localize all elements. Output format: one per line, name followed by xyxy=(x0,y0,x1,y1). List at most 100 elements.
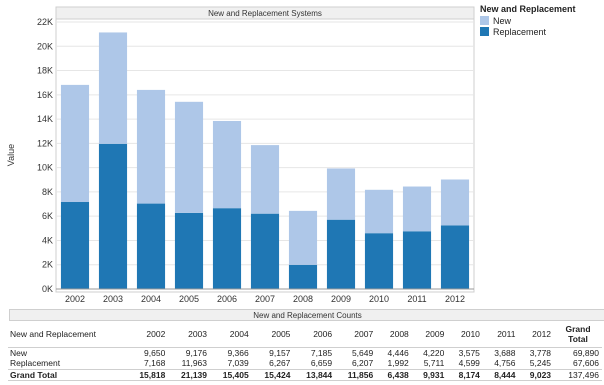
x-tick-label: 2002 xyxy=(65,294,85,304)
bar-replacement-2010[interactable] xyxy=(364,233,394,289)
y-axis: 0K 2K 4K 6K 8K 10K 12K 14K 16K 18K 20K 22K xyxy=(37,17,53,294)
table-cell: 5,649 xyxy=(351,347,374,358)
table-cell: 1,992 xyxy=(387,358,409,369)
bar-replacement-2011[interactable] xyxy=(402,231,432,289)
bar-new-2005[interactable] xyxy=(174,101,204,213)
table-cell: 4,599 xyxy=(458,358,480,369)
table-header-label: New and Replacement xyxy=(8,321,127,348)
x-tick-label: 2005 xyxy=(179,294,199,304)
table-header-year: 2007 xyxy=(335,321,377,348)
table-cell: 9,366 xyxy=(227,347,249,358)
x-tick-label: 2010 xyxy=(369,294,389,304)
y-tick-label: 22K xyxy=(37,17,53,27)
y-tick-label: 16K xyxy=(37,90,53,100)
table-header-year: 2005 xyxy=(251,321,294,348)
bar-new-2007[interactable] xyxy=(250,145,280,214)
table-cell: 3,778 xyxy=(529,347,552,358)
x-tick-label: 2009 xyxy=(331,294,351,304)
table-cell: 5,711 xyxy=(423,358,445,369)
table-cell: 9,176 xyxy=(185,347,208,358)
table-header-row: New and Replacement 2002 2003 2004 2005 2006… xyxy=(8,321,602,348)
bar-new-2006[interactable] xyxy=(212,120,242,209)
table-row-label: New xyxy=(10,347,28,358)
counts-table: New and Replacement 2002 2003 2004 2005 2006… xyxy=(8,321,602,381)
table-header-year: 2002 xyxy=(126,321,169,348)
table-cell-total: 69,890 xyxy=(573,347,599,358)
x-tick-label: 2011 xyxy=(407,294,426,304)
bar-replacement-2005[interactable] xyxy=(174,212,204,289)
table-cell: 7,039 xyxy=(227,358,249,369)
y-tick-label: 18K xyxy=(37,66,53,76)
bar-replacement-2003[interactable] xyxy=(98,143,128,289)
table-cell: 8,174 xyxy=(447,368,483,381)
bar-replacement-2009[interactable] xyxy=(326,219,356,289)
legend-label-replacement: Replacement xyxy=(493,26,547,37)
table-cell: 6,207 xyxy=(351,358,374,369)
table-cell: 3,575 xyxy=(458,347,480,358)
table-row: Replacement 7,168 11,963 7,039 6,267 6,659 6,2… xyxy=(8,358,602,369)
bar-replacement-2004[interactable] xyxy=(136,203,166,289)
table-row-grand-total: Grand Total 15,818 21,139 15,405 15,424 13,84… xyxy=(8,368,602,381)
table-header-year: 2011 xyxy=(482,321,519,348)
table-cell: 7,168 xyxy=(144,358,166,369)
table-cell-total: 67,606 xyxy=(573,358,599,369)
table-cell-total: 137,496 xyxy=(554,368,602,381)
legend-swatch-new xyxy=(480,16,489,25)
bar-replacement-2008[interactable] xyxy=(288,264,318,289)
bar-new-2002[interactable] xyxy=(60,84,90,203)
table-cell: 4,446 xyxy=(387,347,409,358)
table-cell: 15,405 xyxy=(210,368,252,381)
table-cell: 9,650 xyxy=(144,347,166,358)
table-header-year: 2004 xyxy=(210,321,252,348)
bars xyxy=(60,32,470,289)
table-cell: 21,139 xyxy=(168,368,211,381)
y-tick-label: 8K xyxy=(42,187,53,197)
bar-new-2011[interactable] xyxy=(402,186,432,232)
table-cell: 9,023 xyxy=(518,368,555,381)
x-axis: 2002 2003 2004 2005 2006 2007 2008 2009 2010 2011… xyxy=(56,288,474,304)
y-tick-label: 14K xyxy=(37,114,53,124)
y-tick-label: 6K xyxy=(42,211,53,221)
table-header-year: 2008 xyxy=(376,321,412,348)
bar-replacement-2007[interactable] xyxy=(250,213,280,289)
bar-new-2003[interactable] xyxy=(98,32,128,144)
table-cell: 11,963 xyxy=(181,358,208,369)
table-cell: 4,220 xyxy=(423,347,445,358)
table-row-label: Grand Total xyxy=(8,368,127,381)
legend-item-new[interactable]: New xyxy=(480,15,600,26)
x-tick-label: 2012 xyxy=(445,294,465,304)
bar-new-2009[interactable] xyxy=(326,168,356,220)
table-cell: 9,931 xyxy=(411,368,448,381)
stacked-bar-chart: New and Replacement Systems 0K 2K 4K 6K 8K 10… xyxy=(6,6,475,304)
table-title: New and Replacement Counts xyxy=(9,309,604,321)
counts-table-panel: New and Replacement Counts New and Repla… xyxy=(8,309,604,381)
x-tick-label: 2003 xyxy=(103,294,123,304)
table-row: New 9,650 9,176 9,366 9,157 7,185 5,649 4,446 4,… xyxy=(8,347,602,358)
x-tick-label: 2006 xyxy=(217,294,237,304)
y-tick-label: 12K xyxy=(37,138,53,148)
bar-new-2012[interactable] xyxy=(440,179,470,226)
x-tick-label: 2004 xyxy=(141,294,161,304)
bar-replacement-2006[interactable] xyxy=(212,208,242,289)
table-header-year: 2010 xyxy=(447,321,483,348)
table-cell: 15,424 xyxy=(251,368,294,381)
bar-new-2010[interactable] xyxy=(364,189,394,234)
bar-new-2008[interactable] xyxy=(288,210,318,265)
table-cell: 8,444 xyxy=(482,368,519,381)
table-cell: 6,659 xyxy=(310,358,333,369)
y-tick-label: 20K xyxy=(37,41,53,51)
legend-item-replacement[interactable]: Replacement xyxy=(480,26,600,37)
table-cell: 7,185 xyxy=(310,347,333,358)
bar-replacement-2002[interactable] xyxy=(60,202,90,289)
y-tick-label: 0K xyxy=(42,284,53,294)
table-cell: 13,844 xyxy=(293,368,336,381)
grand-total-header-word: Total xyxy=(568,333,588,344)
y-tick-label: 10K xyxy=(37,163,53,173)
table-header-year: 2003 xyxy=(168,321,211,348)
table-header-year: 2012 xyxy=(518,321,555,348)
bar-new-2004[interactable] xyxy=(136,89,166,204)
x-tick-label: 2008 xyxy=(293,294,313,304)
bar-replacement-2012[interactable] xyxy=(440,225,470,289)
y-tick-label: 4K xyxy=(42,235,53,245)
table-cell: 3,688 xyxy=(494,347,516,358)
